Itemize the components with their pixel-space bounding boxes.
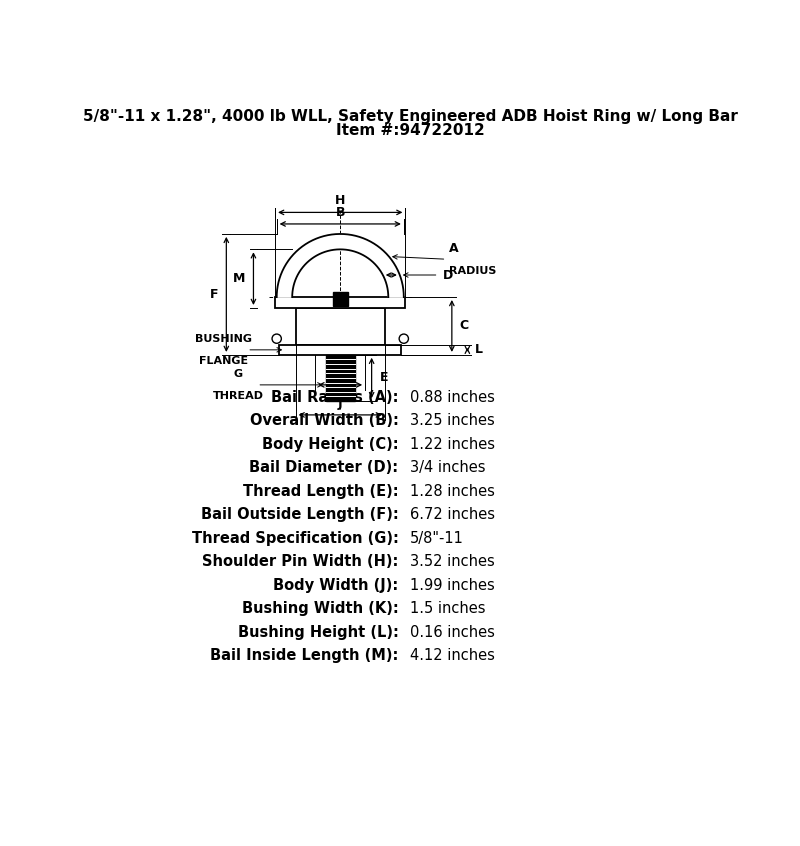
Bar — [275, 297, 406, 308]
Text: Item #:94722012: Item #:94722012 — [336, 123, 484, 138]
Bar — [296, 308, 385, 345]
Text: Bail Radius (A):: Bail Radius (A): — [271, 390, 398, 404]
Text: Thread Specification (G):: Thread Specification (G): — [191, 530, 398, 546]
Text: 0.16 inches: 0.16 inches — [410, 624, 495, 640]
Circle shape — [399, 334, 409, 343]
Text: 5/8"-11: 5/8"-11 — [410, 530, 464, 546]
Text: Bail Diameter (D):: Bail Diameter (D): — [250, 460, 398, 475]
Text: 1.5 inches: 1.5 inches — [410, 601, 486, 616]
Text: B: B — [335, 206, 345, 218]
Text: FLANGE: FLANGE — [199, 356, 249, 366]
Text: THREAD: THREAD — [213, 391, 263, 401]
Text: 6.72 inches: 6.72 inches — [410, 507, 495, 522]
Polygon shape — [277, 234, 404, 297]
Text: E: E — [379, 371, 388, 384]
Text: 4.12 inches: 4.12 inches — [410, 648, 495, 663]
Text: Bail Outside Length (F):: Bail Outside Length (F): — [201, 507, 398, 522]
Text: Bail Inside Length (M):: Bail Inside Length (M): — [210, 648, 398, 663]
Text: A: A — [449, 242, 458, 255]
Text: BUSHING: BUSHING — [195, 333, 253, 343]
Text: Body Width (J):: Body Width (J): — [273, 578, 398, 592]
Text: L: L — [475, 343, 483, 356]
Text: 5/8"-11 x 1.28", 4000 lb WLL, Safety Engineered ADB Hoist Ring w/ Long Bar: 5/8"-11 x 1.28", 4000 lb WLL, Safety Eng… — [82, 109, 738, 124]
Bar — [333, 292, 348, 306]
Text: Body Height (C):: Body Height (C): — [262, 437, 398, 452]
Text: Bushing Height (L):: Bushing Height (L): — [238, 624, 398, 640]
Text: 1.99 inches: 1.99 inches — [410, 578, 494, 592]
Text: F: F — [210, 288, 218, 301]
Circle shape — [272, 334, 282, 343]
Text: Overall Width (B):: Overall Width (B): — [250, 413, 398, 428]
Text: RADIUS: RADIUS — [449, 266, 496, 276]
Text: 3/4 inches: 3/4 inches — [410, 460, 486, 475]
Text: G: G — [234, 369, 242, 379]
Bar — [326, 354, 354, 401]
Text: M: M — [234, 272, 246, 285]
Text: H: H — [335, 194, 346, 207]
Text: 3.25 inches: 3.25 inches — [410, 413, 494, 428]
Text: Shoulder Pin Width (H):: Shoulder Pin Width (H): — [202, 554, 398, 569]
Text: D: D — [442, 268, 453, 282]
Bar — [279, 345, 402, 354]
Text: Bushing Width (K):: Bushing Width (K): — [242, 601, 398, 616]
Text: 0.88 inches: 0.88 inches — [410, 390, 495, 404]
Text: J: J — [338, 397, 342, 409]
Text: C: C — [459, 320, 469, 332]
Text: 1.28 inches: 1.28 inches — [410, 484, 495, 498]
Text: Thread Length (E):: Thread Length (E): — [242, 484, 398, 498]
Text: 1.22 inches: 1.22 inches — [410, 437, 495, 452]
Text: K: K — [335, 366, 345, 380]
Text: 3.52 inches: 3.52 inches — [410, 554, 494, 569]
